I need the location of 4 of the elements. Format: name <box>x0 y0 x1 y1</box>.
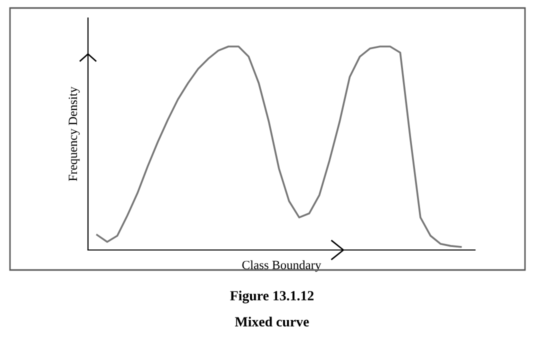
y-axis-title: Frequency Density <box>68 86 80 182</box>
x-axis-title: Class Boundary <box>242 260 322 272</box>
caption: Figure 13.1.12 <box>230 290 314 304</box>
text: Mixed curve <box>235 316 309 327</box>
